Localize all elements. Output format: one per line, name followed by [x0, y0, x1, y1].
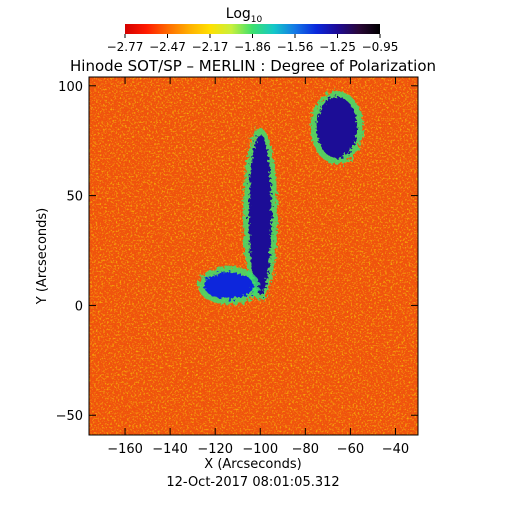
x-tick-label: −100: [242, 442, 278, 457]
colorbar-gradient: [125, 24, 380, 34]
timestamp: 12-Oct-2017 08:01:05.312: [166, 475, 339, 490]
y-tick-label: 0: [75, 299, 83, 314]
x-tick-label: −80: [292, 442, 319, 457]
colorbar-title: Log10: [226, 6, 263, 25]
colorbar-title-main: Log: [226, 6, 251, 22]
colorbar-title-sub: 10: [251, 15, 263, 25]
colorbar-tick-label: −1.86: [234, 40, 271, 54]
x-tick-label: −160: [107, 442, 143, 457]
x-tick-label: −120: [197, 442, 233, 457]
chart-title: Hinode SOT/SP – MERLIN : Degree of Polar…: [70, 57, 436, 75]
colorbar-tick-label: −2.77: [107, 40, 144, 54]
heatmap-features: [197, 90, 364, 305]
y-tick-label: 100: [58, 80, 83, 95]
x-axis: −160 −140 −120 −100 −80 −60 −40: [107, 77, 409, 457]
colorbar-tick-label: −1.56: [277, 40, 314, 54]
colorbar-tick-label: −2.47: [149, 40, 186, 54]
x-axis-label: X (Arcseconds): [204, 457, 301, 472]
heatmap-feature: [203, 272, 254, 299]
x-tick-label: −40: [382, 442, 409, 457]
colorbar-tick-label: −1.25: [319, 40, 356, 54]
x-tick-label: −60: [337, 442, 364, 457]
plot-area: [89, 77, 418, 435]
y-axis-label: Y (Arcseconds): [35, 208, 50, 305]
colorbar-tick-label: −0.95: [362, 40, 399, 54]
y-tick-label: 50: [66, 190, 83, 205]
colorbar: Log10 −2.77 −2.47 −2.17 −1.86 −1.56 −1.25 −0.9…: [107, 6, 399, 54]
x-tick-label: −140: [152, 442, 188, 457]
colorbar-ticks: −2.77 −2.47 −2.17 −1.86 −1.56 −1.25 −0.95: [107, 34, 399, 54]
y-axis: −50 0 50 100: [56, 80, 418, 424]
y-tick-label: −50: [56, 409, 83, 424]
plot-frame: [88, 76, 419, 436]
colorbar-tick-label: −2.17: [192, 40, 229, 54]
heatmap-feature: [248, 134, 272, 295]
heatmap-feature: [316, 96, 358, 159]
